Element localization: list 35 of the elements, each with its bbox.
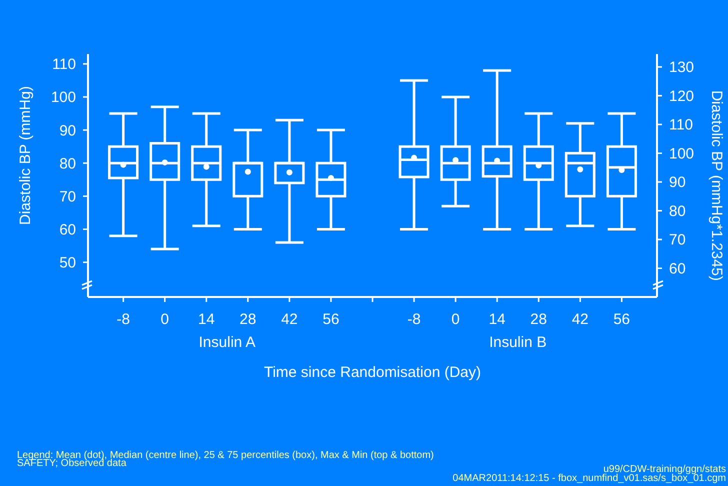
text: u99/CDW-training/ggn/stats bbox=[603, 464, 726, 475]
x-tick-label: 28 bbox=[530, 311, 547, 328]
y-tick-label: 100 bbox=[50, 89, 76, 106]
y-tick-label: 110 bbox=[52, 56, 76, 74]
x-tick-label: 42 bbox=[281, 311, 298, 328]
y2-tick-label: 70 bbox=[669, 232, 686, 249]
y2-tick-label: 110 bbox=[669, 116, 693, 134]
y-tick-label: 50 bbox=[59, 254, 76, 272]
x-tick-label: 28 bbox=[240, 311, 256, 328]
y2-tick-label: 90 bbox=[669, 174, 686, 192]
x-tick-label: -8 bbox=[116, 311, 130, 328]
x-tick-label: -8 bbox=[407, 311, 421, 328]
y-axis-title: Diastolic BP (mmHg) bbox=[17, 86, 34, 225]
y2-tick-label: 130 bbox=[669, 59, 694, 76]
text: 04MAR2011:14:12:15 - fbox_numfind_v01.sas/s_box_01.cgm bbox=[452, 473, 726, 484]
y-tick-label: 70 bbox=[59, 188, 76, 206]
x-tick-label: 56 bbox=[322, 311, 340, 328]
x-tick-label: 14 bbox=[198, 311, 215, 328]
x-axis-title: Time since Randomisation (Day) bbox=[264, 364, 482, 381]
x-tick-label: 0 bbox=[160, 311, 170, 328]
y-tick-label: 80 bbox=[59, 155, 76, 172]
text: SAFETY; Observed data bbox=[17, 458, 127, 469]
y-tick-label: 60 bbox=[59, 221, 76, 238]
x-tick-label: 56 bbox=[613, 311, 630, 328]
y-tick-label: 90 bbox=[59, 122, 76, 140]
y2-tick-label: 80 bbox=[669, 202, 686, 220]
text: Insulin A bbox=[198, 334, 256, 351]
y2-tick-label: 60 bbox=[669, 260, 686, 278]
x-tick-label: 42 bbox=[572, 311, 589, 328]
y2-tick-label: 100 bbox=[669, 145, 694, 162]
text: Insulin B bbox=[489, 334, 547, 351]
y2-axis-title: Diastolic BP (mmHg*1.2345) bbox=[708, 90, 725, 281]
y2-tick-label: 120 bbox=[669, 88, 694, 105]
x-tick-label: 14 bbox=[488, 311, 506, 328]
x-tick-label: 0 bbox=[451, 311, 460, 328]
